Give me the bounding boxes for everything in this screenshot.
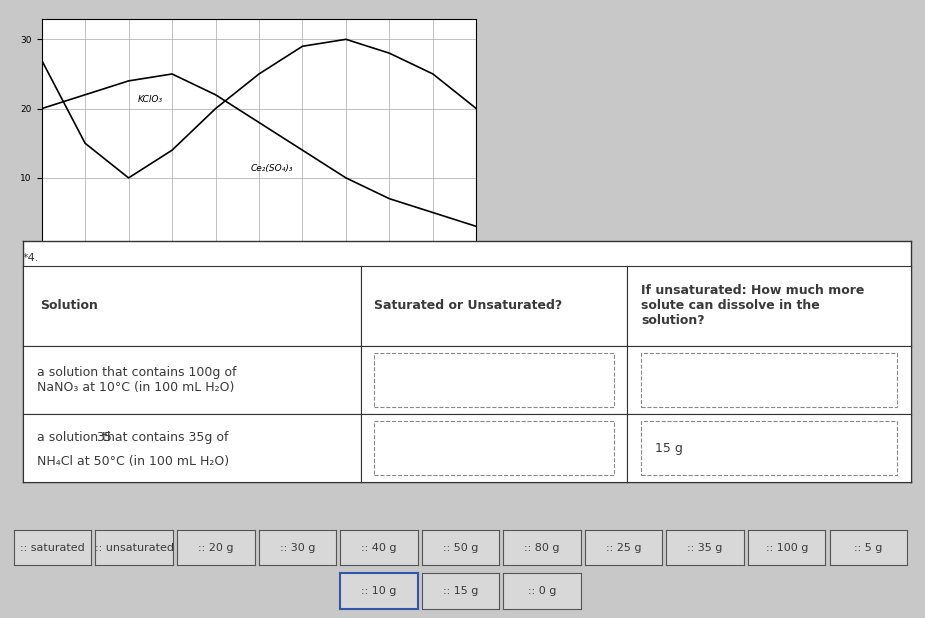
Text: :: 20 g: :: 20 g (198, 543, 233, 552)
Text: Solution: Solution (40, 299, 98, 313)
Text: :: 15 g: :: 15 g (443, 586, 478, 596)
Text: :: 5 g: :: 5 g (854, 543, 882, 552)
Text: :: 0 g: :: 0 g (528, 586, 556, 596)
Text: If unsaturated: How much more
solute can dissolve in the
solution?: If unsaturated: How much more solute can… (641, 284, 865, 328)
Text: 35: 35 (95, 431, 112, 444)
X-axis label: Temperature (°C): Temperature (°C) (208, 297, 310, 308)
Text: KClO₃: KClO₃ (137, 95, 163, 104)
Text: :: 80 g: :: 80 g (524, 543, 560, 552)
Text: :: saturated: :: saturated (20, 543, 85, 552)
Text: :: 25 g: :: 25 g (606, 543, 641, 552)
Text: :: 35 g: :: 35 g (687, 543, 722, 552)
Text: NH₄Cl at 50°C (in 100 mL H₂O): NH₄Cl at 50°C (in 100 mL H₂O) (37, 455, 228, 468)
Text: :: 10 g: :: 10 g (361, 586, 397, 596)
Text: Saturated or Unsaturated?: Saturated or Unsaturated? (374, 299, 562, 313)
Text: 15 g: 15 g (656, 441, 684, 455)
Text: a solution that contains 100g of
NaNO₃ at 10°C (in 100 mL H₂O): a solution that contains 100g of NaNO₃ a… (37, 366, 236, 394)
Text: :: 100 g: :: 100 g (766, 543, 808, 552)
Text: :: 50 g: :: 50 g (443, 543, 478, 552)
Text: :: 30 g: :: 30 g (279, 543, 315, 552)
Text: Ce₂(SO₄)₃: Ce₂(SO₄)₃ (251, 164, 293, 173)
Text: *4.: *4. (23, 253, 40, 263)
Text: a solution that contains 35g of: a solution that contains 35g of (37, 431, 228, 444)
Text: :: unsaturated: :: unsaturated (94, 543, 174, 552)
Text: :: 40 g: :: 40 g (361, 543, 397, 552)
